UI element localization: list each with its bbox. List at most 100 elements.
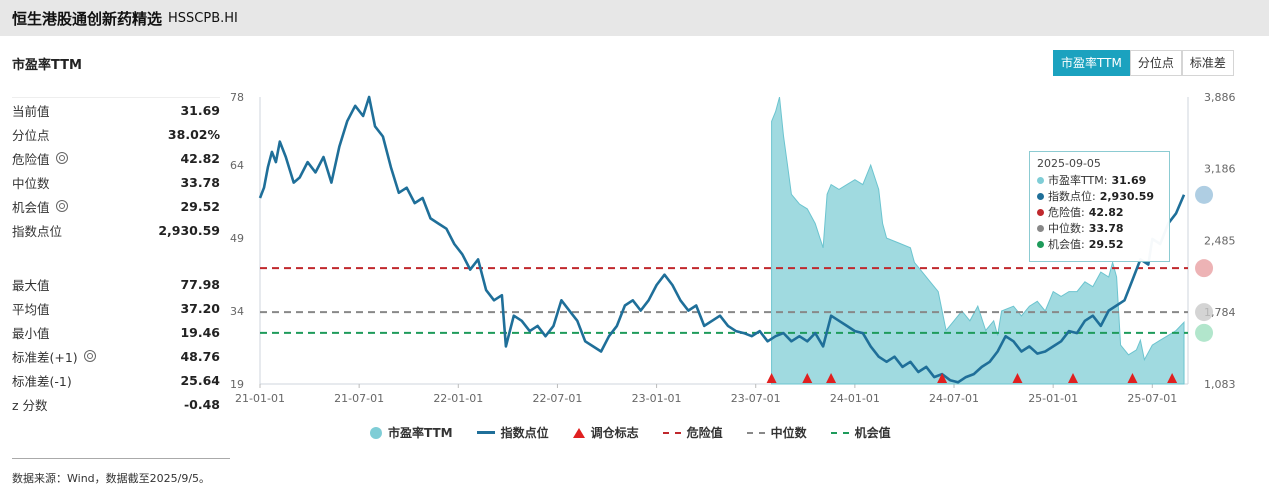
stat-std-plus: 标准差(+1) 48.76 bbox=[12, 344, 220, 368]
gear-icon[interactable] bbox=[83, 350, 96, 362]
legend-label: 中位数 bbox=[770, 426, 807, 440]
rebalance-marker bbox=[766, 373, 777, 383]
y-left-tick-label: 49 bbox=[230, 232, 244, 245]
stats-primary: 当前值 31.69 分位点 38.02% 危险值 42.82 中位数 33.78 机会值… bbox=[12, 97, 220, 242]
stat-value: 77.98 bbox=[180, 276, 220, 292]
x-tick-label: 23-07-01 bbox=[731, 392, 781, 405]
dot-icon bbox=[1037, 208, 1044, 216]
tab-percentile[interactable]: 分位点 bbox=[1129, 50, 1182, 76]
x-tick-label: 24-07-01 bbox=[929, 392, 979, 405]
y-right-tick-label: 2,485 bbox=[1204, 234, 1236, 247]
y-left-tick-label: 78 bbox=[230, 91, 244, 104]
legend-dash-icon bbox=[662, 431, 681, 434]
data-source: 数据来源：Wind，数据截至2025/9/5。 bbox=[12, 472, 211, 485]
tooltip-row: 指数点位: 2,930.59 bbox=[1037, 188, 1162, 204]
y-right-tick-label: 3,886 bbox=[1204, 91, 1236, 104]
stat-label: 中位数 bbox=[12, 175, 50, 191]
x-tick-label: 25-07-01 bbox=[1127, 392, 1177, 405]
legend-label: 调仓标志 bbox=[590, 426, 639, 440]
stat-label: 平均值 bbox=[12, 301, 50, 317]
legend-label: 危险值 bbox=[686, 426, 723, 440]
tooltip-label: 中位数: bbox=[1048, 222, 1085, 235]
rebalance-marker bbox=[1167, 373, 1178, 383]
metric-tabs: 市盈率TTM 分位点 标准差 bbox=[1053, 50, 1234, 76]
gear-icon[interactable] bbox=[55, 152, 68, 164]
stat-label: 最小值 bbox=[12, 325, 50, 341]
stat-value: 38.02% bbox=[167, 126, 220, 142]
stat-value: 48.76 bbox=[180, 348, 220, 364]
stat-z-score: z 分数 -0.48 bbox=[12, 392, 220, 416]
dot-icon bbox=[1037, 176, 1044, 184]
gear-icon[interactable] bbox=[55, 200, 68, 212]
stat-current: 当前值 31.69 bbox=[12, 98, 220, 122]
rebalance-marker bbox=[937, 373, 948, 383]
stat-danger: 危险值 42.82 bbox=[12, 146, 220, 170]
legend-label: 市盈率TTM bbox=[388, 426, 453, 440]
median-end-marker bbox=[1195, 303, 1214, 322]
stat-label: 分位点 bbox=[12, 127, 50, 143]
stat-label: 最大值 bbox=[12, 277, 50, 293]
rebalance-marker bbox=[1067, 373, 1078, 383]
tooltip-value: 42.82 bbox=[1088, 205, 1124, 219]
stat-min: 最小值 19.46 bbox=[12, 320, 220, 344]
y-left-tick-label: 19 bbox=[230, 378, 244, 391]
stat-max: 最大值 77.98 bbox=[12, 272, 220, 296]
legend-pe[interactable]: 市盈率TTM bbox=[370, 424, 453, 441]
tooltip-label: 指数点位: bbox=[1048, 190, 1096, 203]
stat-index-level: 指数点位 2,930.59 bbox=[12, 218, 220, 242]
legend-index[interactable]: 指数点位 bbox=[476, 424, 549, 441]
dot-icon bbox=[1037, 192, 1044, 200]
x-tick-label: 25-01-01 bbox=[1028, 392, 1078, 405]
legend-median[interactable]: 中位数 bbox=[746, 424, 807, 441]
tooltip-row: 中位数: 33.78 bbox=[1037, 220, 1162, 236]
legend-rebalance[interactable]: 调仓标志 bbox=[572, 424, 639, 441]
y-right-tick-label: 1,083 bbox=[1204, 378, 1236, 391]
rebalance-marker bbox=[1012, 373, 1023, 383]
tooltip-label: 市盈率TTM: bbox=[1048, 174, 1108, 187]
tooltip-row: 市盈率TTM: 31.69 bbox=[1037, 172, 1162, 188]
x-tick-label: 22-01-01 bbox=[433, 392, 483, 405]
stat-label: 标准差(-1) bbox=[12, 373, 72, 389]
stat-value: 29.52 bbox=[180, 198, 220, 214]
x-tick-label: 21-01-01 bbox=[235, 392, 285, 405]
x-tick-label: 22-07-01 bbox=[532, 392, 582, 405]
danger-end-marker bbox=[1195, 259, 1214, 278]
stat-opportunity: 机会值 29.52 bbox=[12, 194, 220, 218]
stat-label: 指数点位 bbox=[12, 223, 63, 239]
stat-percentile: 分位点 38.02% bbox=[12, 122, 220, 146]
x-tick-label: 21-07-01 bbox=[334, 392, 384, 405]
stat-value: 2,930.59 bbox=[158, 222, 220, 238]
stats-secondary: 最大值 77.98 平均值 37.20 最小值 19.46 标准差(+1) 48.76 … bbox=[12, 272, 220, 416]
stat-value: 42.82 bbox=[180, 150, 220, 166]
chart-tooltip: 2025-09-05 市盈率TTM: 31.69 指数点位: 2,930.59 危险… bbox=[1029, 151, 1170, 262]
stat-label: 机会值 bbox=[12, 199, 50, 215]
dot-icon bbox=[1037, 240, 1044, 248]
index-title: 恒生港股通创新药精选 bbox=[12, 9, 163, 28]
rebalance-marker bbox=[1127, 373, 1138, 383]
y-right-tick-label: 3,186 bbox=[1204, 163, 1236, 176]
section-title: 市盈率TTM bbox=[12, 58, 82, 73]
index-end-marker bbox=[1195, 185, 1214, 204]
legend-danger[interactable]: 危险值 bbox=[662, 424, 723, 441]
index-code: HSSCPB.HI bbox=[168, 10, 238, 26]
tooltip-value: 33.78 bbox=[1088, 221, 1124, 235]
tab-pe-ttm[interactable]: 市盈率TTM bbox=[1053, 50, 1130, 76]
stat-label: 当前值 bbox=[12, 103, 50, 119]
tab-std-dev[interactable]: 标准差 bbox=[1181, 50, 1234, 76]
tooltip-label: 危险值: bbox=[1048, 206, 1085, 219]
legend-dash-icon bbox=[746, 431, 765, 434]
index-level-line bbox=[258, 95, 1186, 384]
stat-value: 19.46 bbox=[180, 324, 220, 340]
tooltip-row: 机会值: 29.52 bbox=[1037, 236, 1162, 252]
tooltip-date: 2025-09-05 bbox=[1037, 157, 1101, 170]
legend-opportunity[interactable]: 机会值 bbox=[830, 424, 891, 441]
rebalance-marker bbox=[802, 373, 813, 383]
stat-label: z 分数 bbox=[12, 397, 48, 413]
legend-dot-icon bbox=[370, 426, 382, 439]
stat-value: 31.69 bbox=[180, 102, 220, 118]
dot-icon bbox=[1037, 224, 1044, 232]
tooltip-value: 31.69 bbox=[1111, 173, 1147, 187]
page-header: 恒生港股通创新药精选 HSSCPB.HI bbox=[0, 0, 1269, 36]
stat-median: 中位数 33.78 bbox=[12, 170, 220, 194]
